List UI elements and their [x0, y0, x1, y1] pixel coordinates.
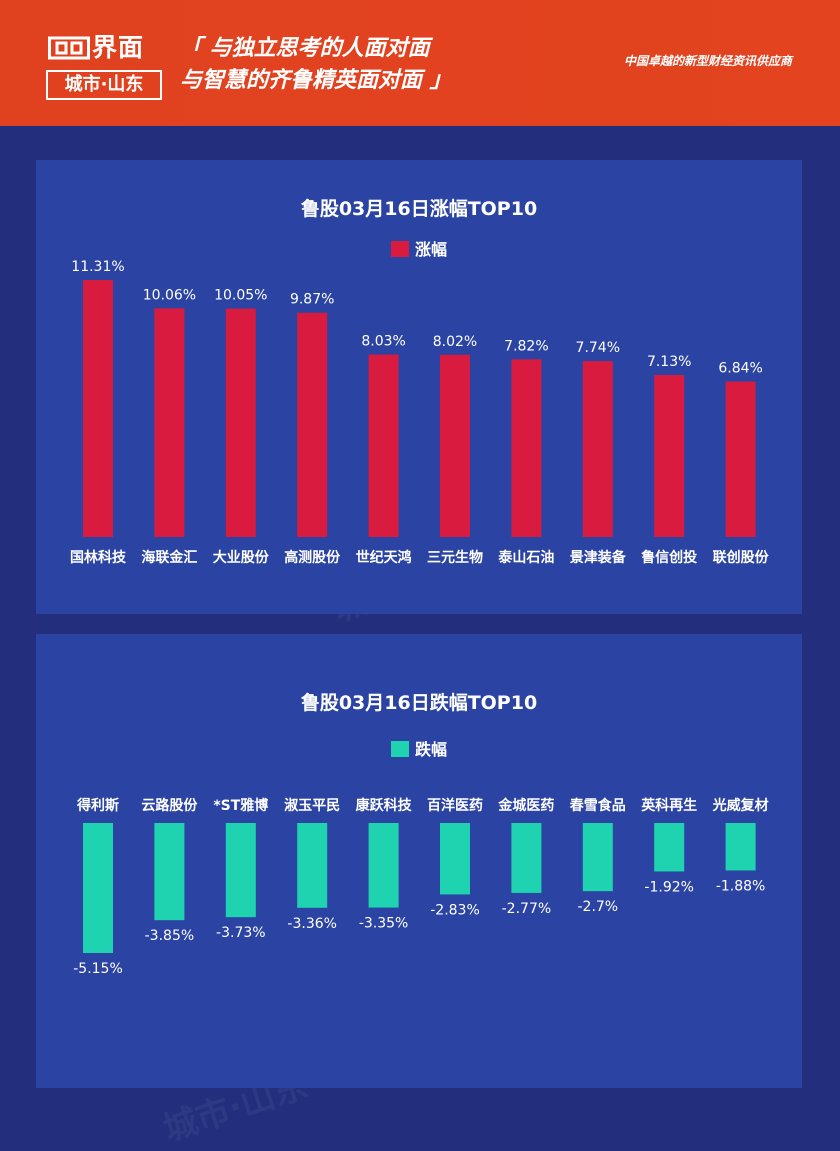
- category-label: 海联金汇: [141, 549, 197, 566]
- category-label: 康跃科技: [356, 797, 413, 814]
- legend-swatch: [390, 741, 409, 757]
- data-label: 8.03%: [361, 334, 405, 350]
- category-label: 金城医药: [497, 797, 554, 814]
- chart-legend: 涨幅: [36, 236, 802, 260]
- bar: [297, 312, 328, 537]
- data-label: 7.13%: [647, 354, 691, 370]
- gainers-panel: 鲁股03月16日涨幅TOP10 涨幅 11.31% 国林科技 10.06% 海联金汇 1…: [36, 160, 802, 614]
- category-label: 淑玉平民: [284, 797, 340, 814]
- data-label: 9.87%: [290, 292, 334, 308]
- slogan-line-1: 「 与独立思考的人面对面: [180, 36, 430, 61]
- category-label: 国林科技: [70, 549, 127, 566]
- bar: [725, 381, 756, 537]
- data-label: -3.73%: [216, 925, 266, 941]
- bar: [511, 359, 542, 537]
- losers-bar-chart: 得利斯 -5.15% 云路股份 -3.85% *ST雅博 -3.73% 淑玉平民 -3.36%…: [73, 797, 769, 977]
- data-label: 10.06%: [143, 287, 196, 303]
- category-label: 光威复材: [712, 797, 769, 814]
- legend-swatch: [390, 241, 409, 257]
- data-label: -3.35%: [359, 916, 409, 932]
- data-label: -1.88%: [716, 878, 766, 894]
- category-label: 三元生物: [427, 549, 483, 566]
- data-label: 6.84%: [718, 361, 762, 377]
- chart-title: 鲁股03月16日涨幅TOP10: [300, 198, 538, 220]
- legend-label: 跌幅: [414, 740, 447, 759]
- bar: [725, 823, 756, 871]
- chart-title: 鲁股03月16日跌幅TOP10: [300, 692, 538, 714]
- category-label: 百洋医药: [427, 797, 483, 814]
- bar: [368, 354, 399, 537]
- bar: [154, 308, 185, 537]
- data-label: -2.7%: [577, 899, 618, 915]
- brand-logo: 界面 城市·山东: [46, 32, 162, 100]
- category-label: 云路股份: [141, 797, 198, 814]
- data-label: 7.74%: [576, 340, 620, 356]
- data-label: 8.02%: [433, 334, 477, 350]
- gainers-bar-chart: 11.31% 国林科技 10.06% 海联金汇 10.05% 大业股份 9.87% 高测股份 8…: [70, 259, 770, 566]
- bar: [511, 823, 542, 893]
- category-label: 高测股份: [284, 549, 341, 566]
- data-label: 10.05%: [214, 288, 267, 304]
- bar: [225, 823, 256, 918]
- bar: [297, 823, 328, 908]
- category-label: 鲁信创投: [640, 549, 697, 566]
- bar: [582, 823, 613, 892]
- data-label: -3.85%: [145, 928, 195, 944]
- slogan: 「 与独立思考的人面对面 与智慧的齐鲁精英面对面 」: [180, 33, 452, 97]
- bar: [83, 823, 113, 953]
- logo-main-text: 界面: [92, 33, 145, 62]
- data-label: -5.15%: [73, 961, 123, 977]
- category-label: *ST雅博: [213, 797, 268, 814]
- category-label: 泰山石油: [497, 549, 554, 566]
- bar: [368, 823, 399, 908]
- bar: [654, 823, 685, 872]
- category-label: 世纪天鸿: [356, 549, 412, 566]
- category-label: 英科再生: [640, 797, 697, 814]
- data-label: -2.77%: [502, 901, 552, 917]
- category-label: 联创股份: [713, 549, 770, 566]
- logo-sub-text: 城市·山东: [46, 70, 162, 100]
- category-label: 大业股份: [213, 549, 270, 566]
- data-label: -2.83%: [430, 902, 480, 918]
- bar: [654, 374, 685, 537]
- bar: [83, 280, 113, 537]
- category-label: 景津装备: [570, 549, 627, 566]
- data-label: 11.31%: [71, 259, 124, 275]
- tagline: 中国卓越的新型财经资讯供应商: [623, 54, 792, 68]
- category-label: 春雪食品: [569, 797, 626, 814]
- chart-legend: 跌幅: [36, 736, 802, 760]
- bar: [225, 308, 256, 537]
- legend-label: 涨幅: [414, 240, 447, 259]
- data-label: -3.36%: [287, 916, 337, 932]
- slogan-line-2: 与智慧的齐鲁精英面对面 」: [180, 68, 452, 93]
- bar: [154, 823, 185, 921]
- losers-panel: 鲁股03月16日跌幅TOP10 跌幅 得利斯 -5.15% 云路股份 -3.85% *S…: [36, 634, 802, 1088]
- data-label: -1.92%: [644, 879, 694, 895]
- bar: [440, 354, 470, 537]
- logo-mark-icon: [48, 36, 90, 60]
- data-label: 7.82%: [504, 338, 548, 354]
- bar: [440, 823, 470, 895]
- header-banner: 界面 城市·山东 「 与独立思考的人面对面 与智慧的齐鲁精英面对面 」 中国卓越…: [0, 0, 840, 126]
- bar: [582, 361, 613, 537]
- category-label: 得利斯: [76, 797, 119, 814]
